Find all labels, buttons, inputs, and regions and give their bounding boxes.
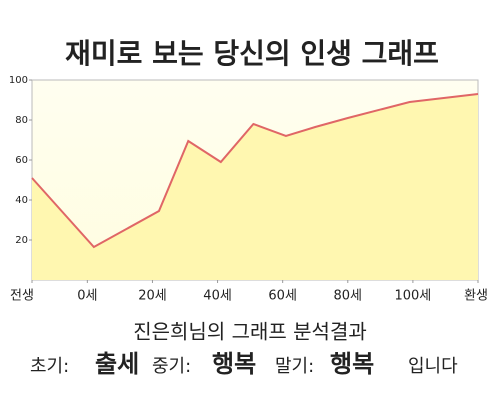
area — [32, 94, 478, 280]
y-tick-label: 20 — [15, 235, 28, 246]
chart-title: 재미로 보는 당신의 인생 그래프 — [65, 37, 439, 70]
result-ending: 입니다 — [408, 356, 458, 377]
result-value: 행복 — [212, 350, 256, 378]
x-tick-label: 전생 — [10, 289, 34, 304]
y-tick-label: 100 — [9, 75, 28, 86]
y-tick-label: 80 — [15, 115, 28, 126]
result-value: 행복 — [330, 350, 374, 378]
x-tick-label: 60세 — [268, 289, 297, 304]
result-label: 말기: — [275, 356, 314, 377]
x-tick-label: 20세 — [138, 289, 167, 304]
line — [31, 93, 479, 249]
y-tick-label: 40 — [15, 195, 28, 206]
result-label: 초기: — [30, 356, 69, 377]
result-label: 중기: — [152, 356, 191, 377]
x-tick-label: 환생 — [464, 289, 488, 304]
result-heading: 진은희님의 그래프 분석결과 — [133, 320, 367, 344]
y-tick-label: 60 — [15, 155, 28, 166]
x-tick-label: 80세 — [334, 289, 363, 304]
x-tick-label: 40세 — [203, 289, 232, 304]
x-tick-label: 100세 — [394, 289, 431, 304]
result-value: 출세 — [95, 350, 139, 378]
x-tick-label: 0세 — [77, 289, 97, 304]
